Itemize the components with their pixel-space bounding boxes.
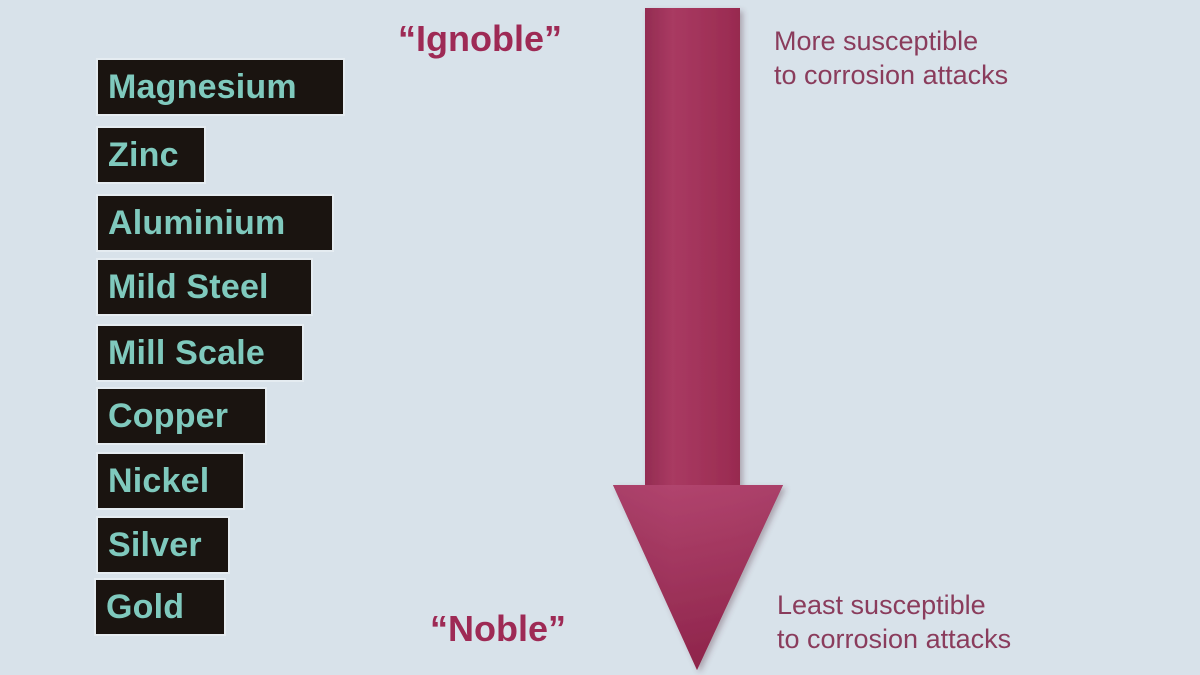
noble-label: “Noble” xyxy=(430,608,567,649)
metal-item-copper: Copper xyxy=(98,389,265,443)
ignoble-label: “Ignoble” xyxy=(398,18,562,59)
metal-item-mild-steel: Mild Steel xyxy=(98,260,311,314)
note-line: to corrosion attacks xyxy=(774,60,1009,90)
metal-item-zinc: Zinc xyxy=(98,128,204,182)
metal-item-aluminium: Aluminium xyxy=(98,196,332,250)
metal-item-gold: Gold xyxy=(96,580,224,634)
note-line: More susceptible xyxy=(774,26,979,56)
metal-item-nickel: Nickel xyxy=(98,454,243,508)
down-arrow-icon xyxy=(613,8,783,670)
least-susceptible-note: Least susceptible to corrosion attacks xyxy=(777,588,1011,656)
arrow-shape xyxy=(613,8,783,670)
metal-item-magnesium: Magnesium xyxy=(98,60,343,114)
metal-item-silver: Silver xyxy=(98,518,228,572)
more-susceptible-note: More susceptible to corrosion attacks xyxy=(774,24,1008,92)
metal-list: Magnesium Zinc Aluminium Mild Steel Mill… xyxy=(0,0,400,675)
note-line: to corrosion attacks xyxy=(777,624,1012,654)
metal-item-mill-scale: Mill Scale xyxy=(98,326,302,380)
note-line: Least susceptible xyxy=(777,590,986,620)
